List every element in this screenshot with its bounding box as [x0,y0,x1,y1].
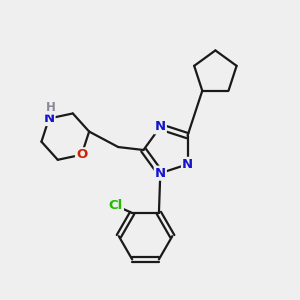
Text: N: N [44,112,55,125]
Text: H: H [46,101,56,114]
Text: N: N [155,120,166,133]
Text: N: N [182,158,193,171]
Text: Cl: Cl [109,199,123,212]
Text: O: O [76,148,87,161]
Text: N: N [155,167,166,180]
